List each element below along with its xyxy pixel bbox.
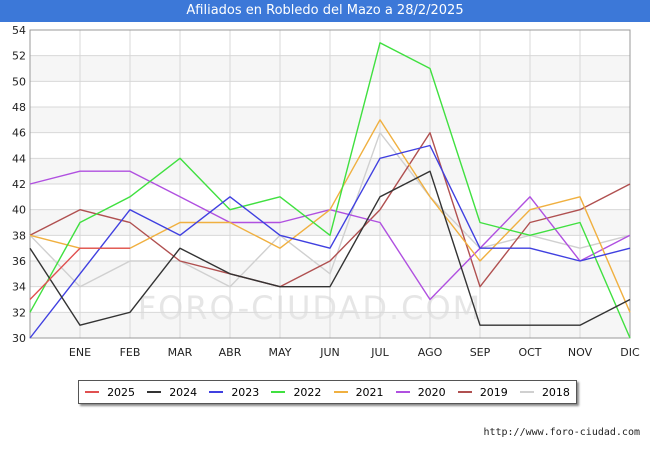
x-tick-label: DIC [620, 346, 640, 359]
y-tick-label: 46 [12, 127, 26, 140]
legend-item-2019: 2019 [458, 386, 508, 399]
chart-area: FORO-CIUDAD.COM 30 32 34 36 38 40 42 44 46 48 50 52 5… [0, 22, 650, 378]
x-tick-label: ABR [219, 346, 242, 359]
x-tick-label: FEB [120, 346, 141, 359]
y-tick-label: 30 [12, 332, 26, 345]
legend-item-2025: 2025 [85, 386, 135, 399]
x-tick-label: MAY [269, 346, 292, 359]
y-tick-label: 32 [12, 306, 26, 319]
legend-swatch [520, 391, 534, 393]
legend-item-2021: 2021 [334, 386, 384, 399]
legend: 2025 2024 2023 2022 2021 2020 2019 2018 [78, 380, 577, 404]
legend-label: 2022 [293, 386, 321, 399]
y-tick-label: 42 [12, 178, 26, 191]
legend-item-2024: 2024 [147, 386, 197, 399]
chart-title: Afiliados en Robledo del Mazo a 28/2/202… [0, 0, 650, 22]
y-tick-label: 52 [12, 50, 26, 63]
watermark-text: FORO-CIUDAD.COM [138, 289, 483, 327]
y-tick-label: 48 [12, 101, 26, 114]
legend-item-2023: 2023 [209, 386, 259, 399]
legend-label: 2021 [356, 386, 384, 399]
y-tick-label: 38 [12, 229, 26, 242]
y-tick-label: 34 [12, 281, 26, 294]
y-tick-label: 36 [12, 255, 26, 268]
x-tick-label: SEP [470, 346, 491, 359]
legend-swatch [209, 391, 223, 393]
x-tick-label: MAR [168, 346, 193, 359]
legend-swatch [147, 391, 161, 393]
legend-label: 2018 [542, 386, 570, 399]
x-tick-label: OCT [518, 346, 541, 359]
legend-swatch [271, 391, 285, 393]
legend-swatch [458, 391, 472, 393]
legend-label: 2025 [107, 386, 135, 399]
legend-label: 2024 [169, 386, 197, 399]
y-tick-label: 50 [12, 75, 26, 88]
legend-label: 2023 [231, 386, 259, 399]
y-tick-label: 40 [12, 204, 26, 217]
legend-item-2022: 2022 [271, 386, 321, 399]
x-tick-label: AGO [418, 346, 443, 359]
x-tick-label: JUN [319, 346, 340, 359]
legend-item-2018: 2018 [520, 386, 570, 399]
legend-label: 2020 [418, 386, 446, 399]
y-tick-label: 54 [12, 24, 26, 37]
legend-item-2020: 2020 [396, 386, 446, 399]
x-tick-label: NOV [568, 346, 593, 359]
footer-url[interactable]: http://www.foro-ciudad.com [483, 427, 640, 438]
legend-swatch [334, 391, 348, 393]
legend-swatch [396, 391, 410, 393]
legend-label: 2019 [480, 386, 508, 399]
x-tick-label: ENE [69, 346, 91, 359]
x-tick-label: JUL [370, 346, 389, 359]
legend-swatch [85, 391, 99, 393]
y-tick-label: 44 [12, 152, 26, 165]
